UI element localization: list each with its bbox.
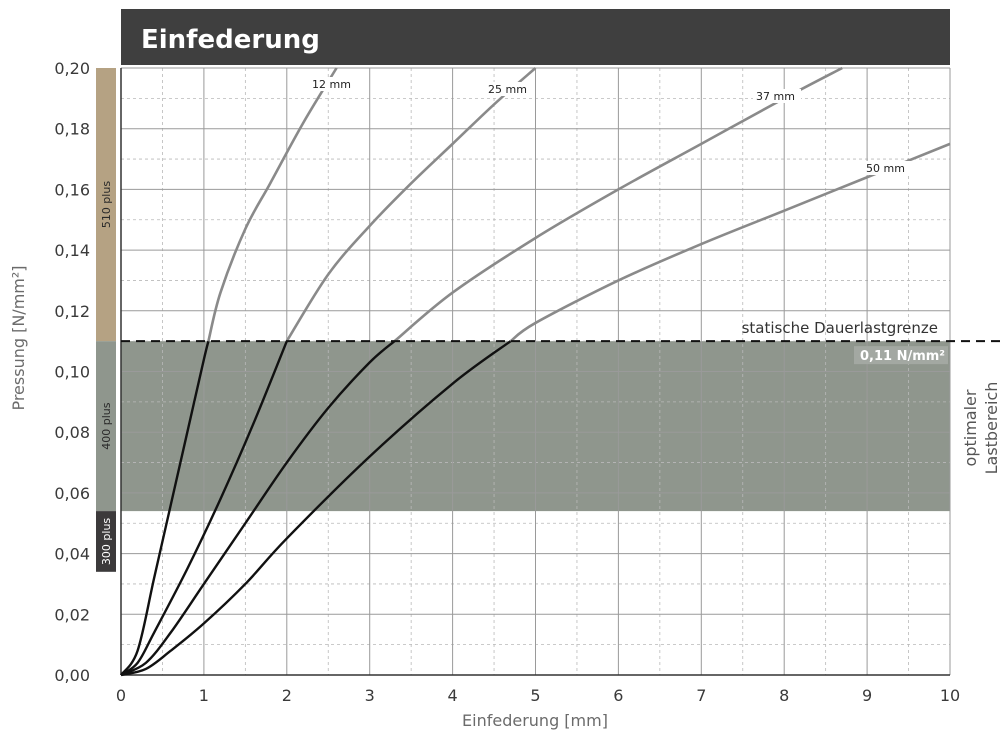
x-tick-label: 2 (282, 686, 292, 705)
y-tick-label: 0,10 (54, 363, 90, 382)
x-tick-label: 5 (530, 686, 540, 705)
x-tick-label: 10 (940, 686, 960, 705)
dauerlastgrenze-value: 0,11 N/mm² (860, 349, 945, 364)
curve-label-bg (863, 161, 911, 175)
curve-label-bg (485, 82, 533, 96)
x-tick-labels: 0 1 2 3 4 5 6 7 8 9 10 (116, 686, 960, 705)
curve-50-mm-upper (509, 142, 951, 343)
product-band-label: 400 plus (100, 402, 113, 450)
title-bar (121, 9, 950, 65)
y-tick-label: 0,20 (54, 59, 90, 78)
curve-label-37-mm: 37 mm (756, 90, 795, 103)
product-band (96, 511, 116, 572)
y-tick-label: 0,02 (54, 605, 90, 624)
product-band-label: 510 plus (100, 181, 113, 229)
curve-label-bg (753, 89, 801, 103)
x-tick-label: 3 (365, 686, 375, 705)
curves: 12 mm 25 mm 37 mm 50 mm (120, 66, 951, 677)
curve-25-mm-upper (285, 67, 537, 342)
y-tick-label: 0,06 (54, 484, 90, 503)
curve-label-25-mm: 25 mm (488, 83, 527, 96)
curve-37-mm-lower (120, 340, 396, 677)
dauerlastgrenze-label: statische Dauerlastgrenze (742, 319, 938, 337)
x-tick-label: 6 (613, 686, 623, 705)
y-tick-label: 0,08 (54, 423, 90, 442)
chart-title: Einfederung (141, 25, 320, 55)
product-band (96, 68, 116, 342)
dauerlastgrenze-value-box (854, 346, 948, 365)
optimal-range-label-line1: optimaler (961, 389, 980, 466)
curve-50-mm-lower (120, 340, 512, 677)
x-tick-label: 1 (199, 686, 209, 705)
curve-12-mm-upper (207, 67, 338, 342)
y-tick-label: 0,14 (54, 241, 90, 260)
curve-25-mm-lower (120, 340, 288, 677)
curve-label-50-mm: 50 mm (866, 162, 905, 175)
product-bands: 510 plus 400 plus 300 plus (96, 68, 116, 572)
y-tick-label: 0,00 (54, 666, 90, 685)
y-tick-label: 0,18 (54, 120, 90, 139)
y-tick-label: 0,12 (54, 302, 90, 321)
curve-label-bg (309, 77, 357, 91)
y-tick-label: 0,04 (54, 545, 90, 564)
x-tick-label: 7 (696, 686, 706, 705)
product-band-label: 300 plus (100, 518, 113, 566)
x-axis-label: Einfederung [mm] (462, 711, 608, 730)
x-tick-label: 4 (448, 686, 458, 705)
optimal-range-label: optimaler Lastbereich (961, 382, 1001, 475)
product-band (96, 341, 116, 512)
curve-label-12-mm: 12 mm (312, 78, 351, 91)
y-tick-labels: 0,00 0,02 0,04 0,06 0,08 0,10 0,12 0,14 0,16 0,18… (54, 59, 90, 685)
curve-12-mm-lower (120, 340, 210, 676)
y-axis-label: Pressung [N/mm²] (9, 265, 28, 410)
y-tick-label: 0,16 (54, 180, 90, 199)
x-tick-label: 8 (779, 686, 789, 705)
x-tick-label: 0 (116, 686, 126, 705)
optimal-range-label-line2: Lastbereich (982, 382, 1001, 475)
x-tick-label: 9 (862, 686, 872, 705)
